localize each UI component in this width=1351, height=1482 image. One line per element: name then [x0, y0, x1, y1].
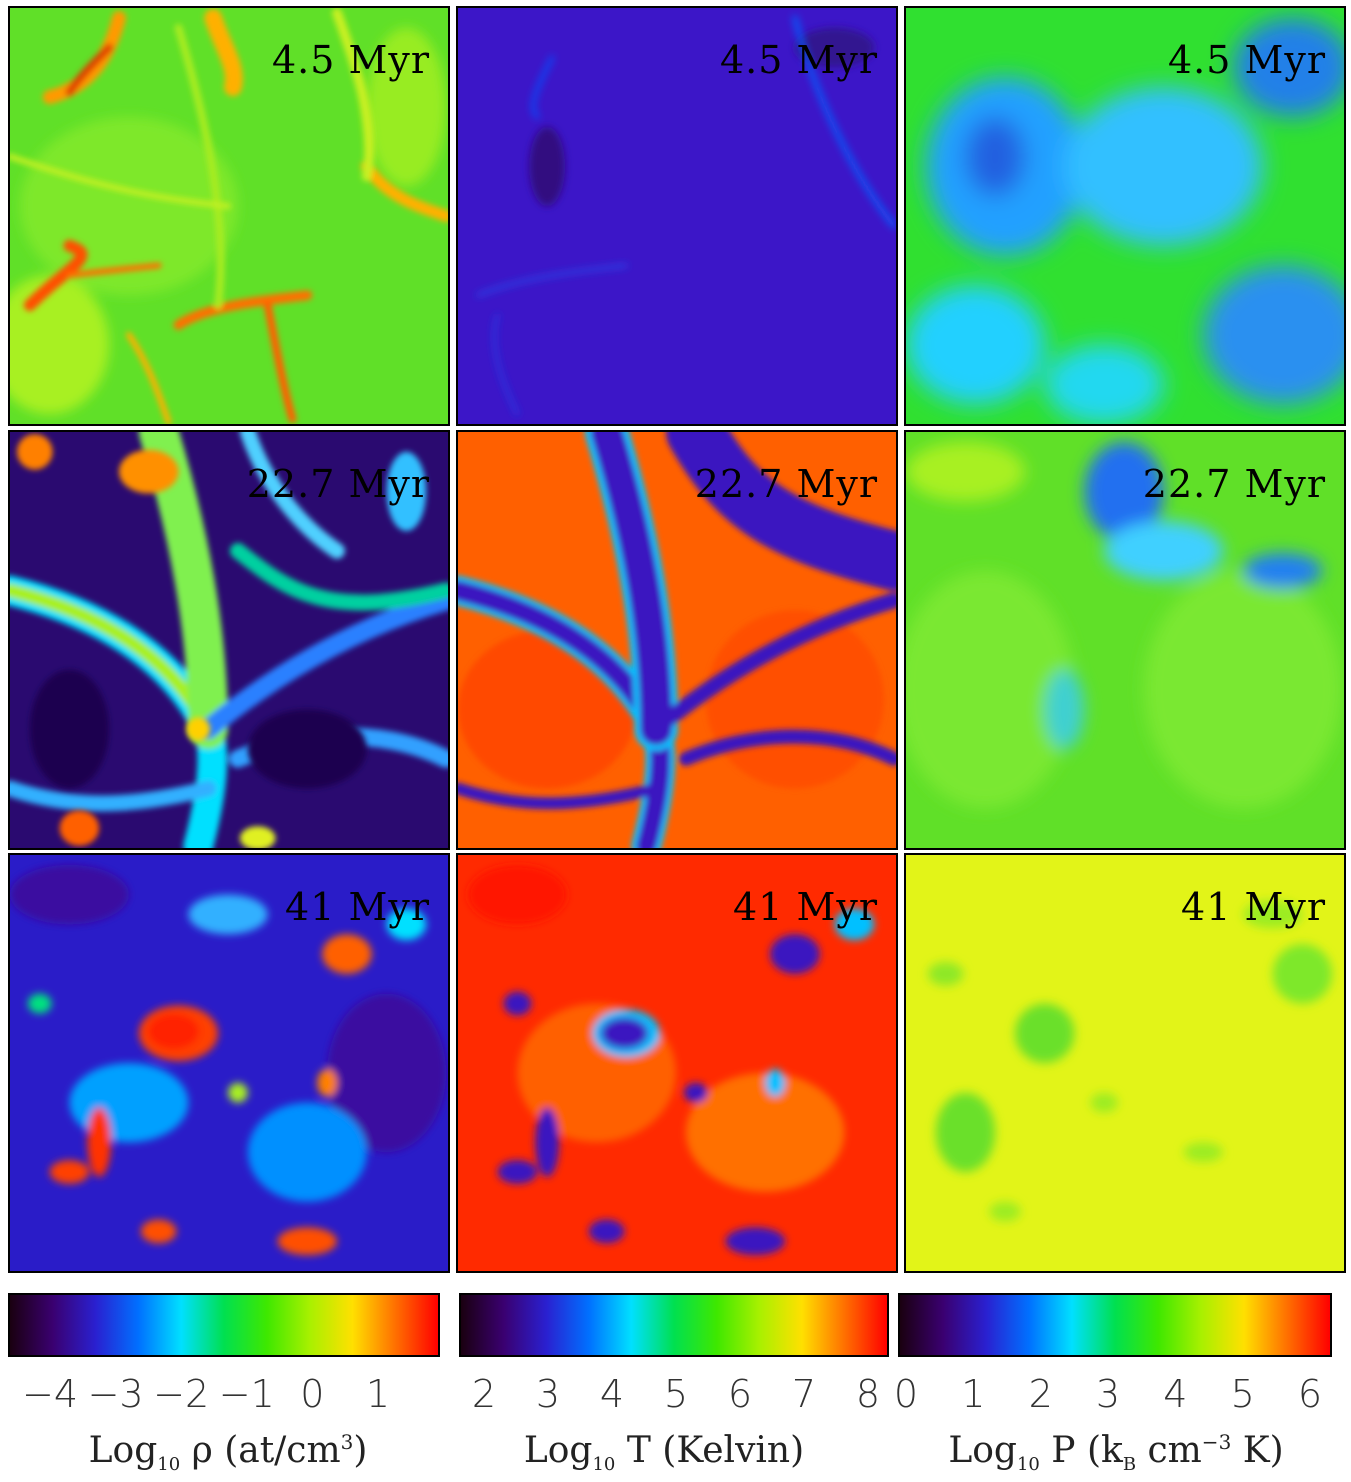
pressure-colorbar-label: Log10 P (kB cm−3 K) — [948, 1430, 1284, 1476]
density-tick-label: 0 — [300, 1372, 325, 1416]
pressure-tick-label: 5 — [1230, 1372, 1255, 1416]
pressure-map-image — [906, 432, 1344, 848]
density-tick-label: −4 — [21, 1372, 79, 1416]
time-label: 4.5 Myr — [1167, 38, 1326, 82]
temperature-tick-label: 3 — [535, 1372, 561, 1416]
time-label: 22.7 Myr — [246, 462, 430, 506]
temperature-tick-label: 8 — [855, 1372, 881, 1416]
pressure-tick-label: 3 — [1095, 1372, 1121, 1416]
pressure-map-image — [906, 855, 1344, 1271]
time-label: 41 Myr — [285, 885, 430, 929]
time-label: 22.7 Myr — [694, 462, 878, 506]
panel-density-22-7myr: 22.7 Myr — [8, 430, 450, 850]
time-label: 4.5 Myr — [719, 38, 878, 82]
panel-pressure-4-5myr: 4.5 Myr — [904, 6, 1346, 426]
density-map-image — [10, 8, 448, 424]
temperature-tick-label: 4 — [599, 1372, 625, 1416]
density-colorbar-label: Log10 ρ (at/cm3) — [88, 1430, 368, 1476]
time-label: 41 Myr — [1181, 885, 1326, 929]
density-map-image — [10, 432, 448, 848]
temperature-map-image — [458, 432, 896, 848]
density-tick-label: −2 — [153, 1372, 210, 1416]
pressure-colorbar — [898, 1293, 1332, 1357]
panel-pressure-22-7myr: 22.7 Myr — [904, 430, 1346, 850]
pressure-tick-label: 1 — [961, 1372, 986, 1416]
temperature-tick-label: 2 — [471, 1372, 497, 1416]
panel-temperature-22-7myr: 22.7 Myr — [456, 430, 898, 850]
pressure-tick-label: 0 — [893, 1372, 919, 1416]
pressure-map-image — [906, 8, 1344, 424]
temperature-tick-label: 7 — [791, 1372, 817, 1416]
panel-density-41myr: 41 Myr — [8, 853, 450, 1273]
density-tick-label: 1 — [365, 1372, 391, 1416]
temperature-tick-label: 5 — [663, 1372, 689, 1416]
panel-temperature-4-5myr: 4.5 Myr — [456, 6, 898, 426]
pressure-tick-label: 4 — [1163, 1372, 1188, 1416]
time-label: 4.5 Myr — [271, 38, 430, 82]
temperature-tick-label: 6 — [727, 1372, 753, 1416]
pressure-tick-label: 6 — [1297, 1372, 1323, 1416]
temperature-map-image — [458, 8, 896, 424]
temperature-colorbar — [459, 1293, 889, 1357]
pressure-tick-label: 2 — [1028, 1372, 1053, 1416]
temperature-colorbar-label: Log10 T (Kelvin) — [523, 1430, 805, 1476]
panel-pressure-41myr: 41 Myr — [904, 853, 1346, 1273]
temperature-map-image — [458, 855, 896, 1271]
time-label: 41 Myr — [733, 885, 878, 929]
density-tick-label: −1 — [218, 1372, 275, 1416]
time-label: 22.7 Myr — [1142, 462, 1326, 506]
density-tick-label: −3 — [87, 1372, 144, 1416]
panel-temperature-41myr: 41 Myr — [456, 853, 898, 1273]
density-colorbar — [8, 1293, 440, 1357]
density-map-image — [10, 855, 448, 1271]
density-colorbar-ticks: −4 −3 −2 −1 0 1 — [0, 1372, 450, 1422]
panel-density-4-5myr: 4.5 Myr — [8, 6, 450, 426]
